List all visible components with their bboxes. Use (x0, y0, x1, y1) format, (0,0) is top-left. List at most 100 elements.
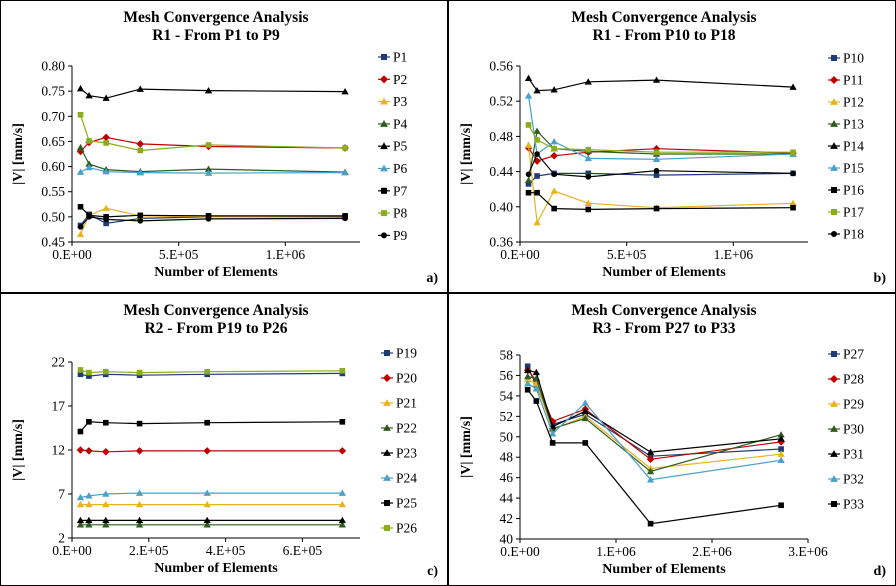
data-point-P5 (136, 85, 144, 92)
y-tick-label: 0.45 (41, 235, 65, 250)
legend-marker (831, 501, 837, 507)
legend-label: P12 (843, 95, 864, 110)
y-axis-label: |V| [mm/s] (459, 123, 474, 185)
data-point-P31 (777, 435, 785, 442)
legend-entry-P6: P6 (378, 161, 408, 176)
legend-label: P31 (843, 447, 864, 462)
data-point-P14 (533, 87, 541, 94)
legend-entry-P29: P29 (828, 397, 864, 412)
y-tick-label: 7 (58, 487, 65, 502)
data-point-P14 (584, 78, 592, 85)
legend-marker (379, 75, 389, 84)
data-point-P26 (102, 368, 109, 375)
x-tick-label: 6.E+05 (283, 543, 323, 558)
legend-entry-P3: P3 (378, 94, 408, 109)
series-P31 (524, 366, 785, 455)
data-point-P24 (76, 493, 85, 501)
y-tick-label: 48 (500, 450, 514, 465)
y-tick-label: 0.75 (41, 84, 65, 99)
y-tick-label: 54 (500, 388, 514, 403)
legend-marker (381, 232, 387, 239)
legend-label: P18 (843, 227, 864, 242)
data-point-P6 (341, 168, 349, 176)
series-line-P20 (80, 449, 343, 453)
series-P26 (77, 367, 346, 376)
y-axis-label: |V| [mm/s] (459, 416, 474, 478)
y-axis-label: |V| [mm/s] (11, 123, 26, 185)
legend-entry-P27: P27 (828, 347, 864, 362)
chart-title-line: R3 - From P27 to P33 (592, 320, 735, 337)
x-tick-label: 0.E+00 (500, 544, 540, 559)
series-P18 (525, 151, 796, 180)
y-tick-label: 42 (500, 511, 514, 526)
legend-entry-P7: P7 (378, 183, 408, 198)
legend-entry-P2: P2 (378, 72, 407, 87)
y-tick-label: 0.70 (41, 109, 65, 124)
series-P25 (77, 419, 346, 435)
series-line-P25 (79, 421, 343, 432)
data-point-P33 (778, 502, 784, 509)
data-point-P27 (778, 446, 784, 452)
legend-label: P28 (843, 372, 864, 387)
data-point-P10 (585, 170, 592, 177)
data-point-P33 (582, 440, 589, 446)
data-point-P15 (524, 92, 533, 99)
data-point-P5 (76, 84, 85, 92)
legend-label: P8 (393, 206, 408, 221)
data-point-P8 (103, 140, 109, 146)
legend-entry-P24: P24 (381, 471, 417, 486)
legend-entry-P22: P22 (381, 421, 417, 436)
legend-entry-P23: P23 (381, 446, 417, 461)
legend-marker (384, 350, 390, 356)
legend-label: P7 (393, 183, 408, 198)
legend-entry-P9: P9 (378, 228, 408, 243)
legend-marker (831, 187, 837, 193)
data-point-P5 (341, 88, 349, 95)
legend-label: P13 (843, 117, 864, 132)
data-point-P20 (135, 447, 144, 455)
legend-label: P11 (843, 73, 864, 88)
series-line-P15 (527, 95, 794, 160)
legend-label: P22 (396, 421, 417, 436)
data-point-P26 (77, 367, 84, 373)
data-point-P24 (338, 489, 346, 496)
legend-entry-P30: P30 (828, 422, 864, 437)
data-point-P10 (653, 172, 660, 178)
data-point-P20 (338, 447, 347, 455)
x-tick-label: 0.E+00 (500, 247, 540, 262)
series-P16 (525, 189, 796, 213)
data-point-P22 (76, 521, 85, 528)
y-tick-label: 0.65 (41, 134, 65, 149)
data-point-P22 (85, 521, 93, 528)
data-point-P12 (789, 199, 797, 207)
chart-title-line: Mesh Convergence Analysis (123, 9, 308, 26)
y-tick-label: 0.60 (41, 159, 65, 174)
data-point-P17 (534, 137, 540, 143)
panel-border (0, 293, 448, 586)
legend-label: P32 (843, 472, 864, 487)
series-line-P32 (527, 383, 782, 481)
data-point-P23 (102, 516, 110, 524)
series-line-P33 (527, 389, 782, 525)
legend-entry-P17: P17 (828, 205, 864, 220)
y-tick-label: 40 (500, 532, 514, 547)
data-point-P30 (646, 467, 655, 475)
data-point-P12 (584, 199, 592, 207)
data-point-P6 (76, 168, 85, 175)
legend-label: P17 (843, 205, 864, 220)
y-tick-label: 0.52 (489, 94, 513, 109)
data-point-P18 (585, 174, 592, 180)
series-line-P5 (80, 88, 346, 99)
data-point-P29 (777, 450, 785, 457)
data-point-P12 (524, 141, 533, 148)
y-tick-label: 58 (500, 348, 514, 363)
data-point-P22 (203, 521, 211, 528)
x-axis-label: Number of Elements (602, 562, 726, 577)
data-point-P16 (551, 205, 557, 212)
data-point-P8 (137, 147, 144, 154)
data-point-P15 (550, 138, 558, 145)
data-point-P26 (86, 369, 92, 376)
legend-marker (381, 54, 387, 60)
